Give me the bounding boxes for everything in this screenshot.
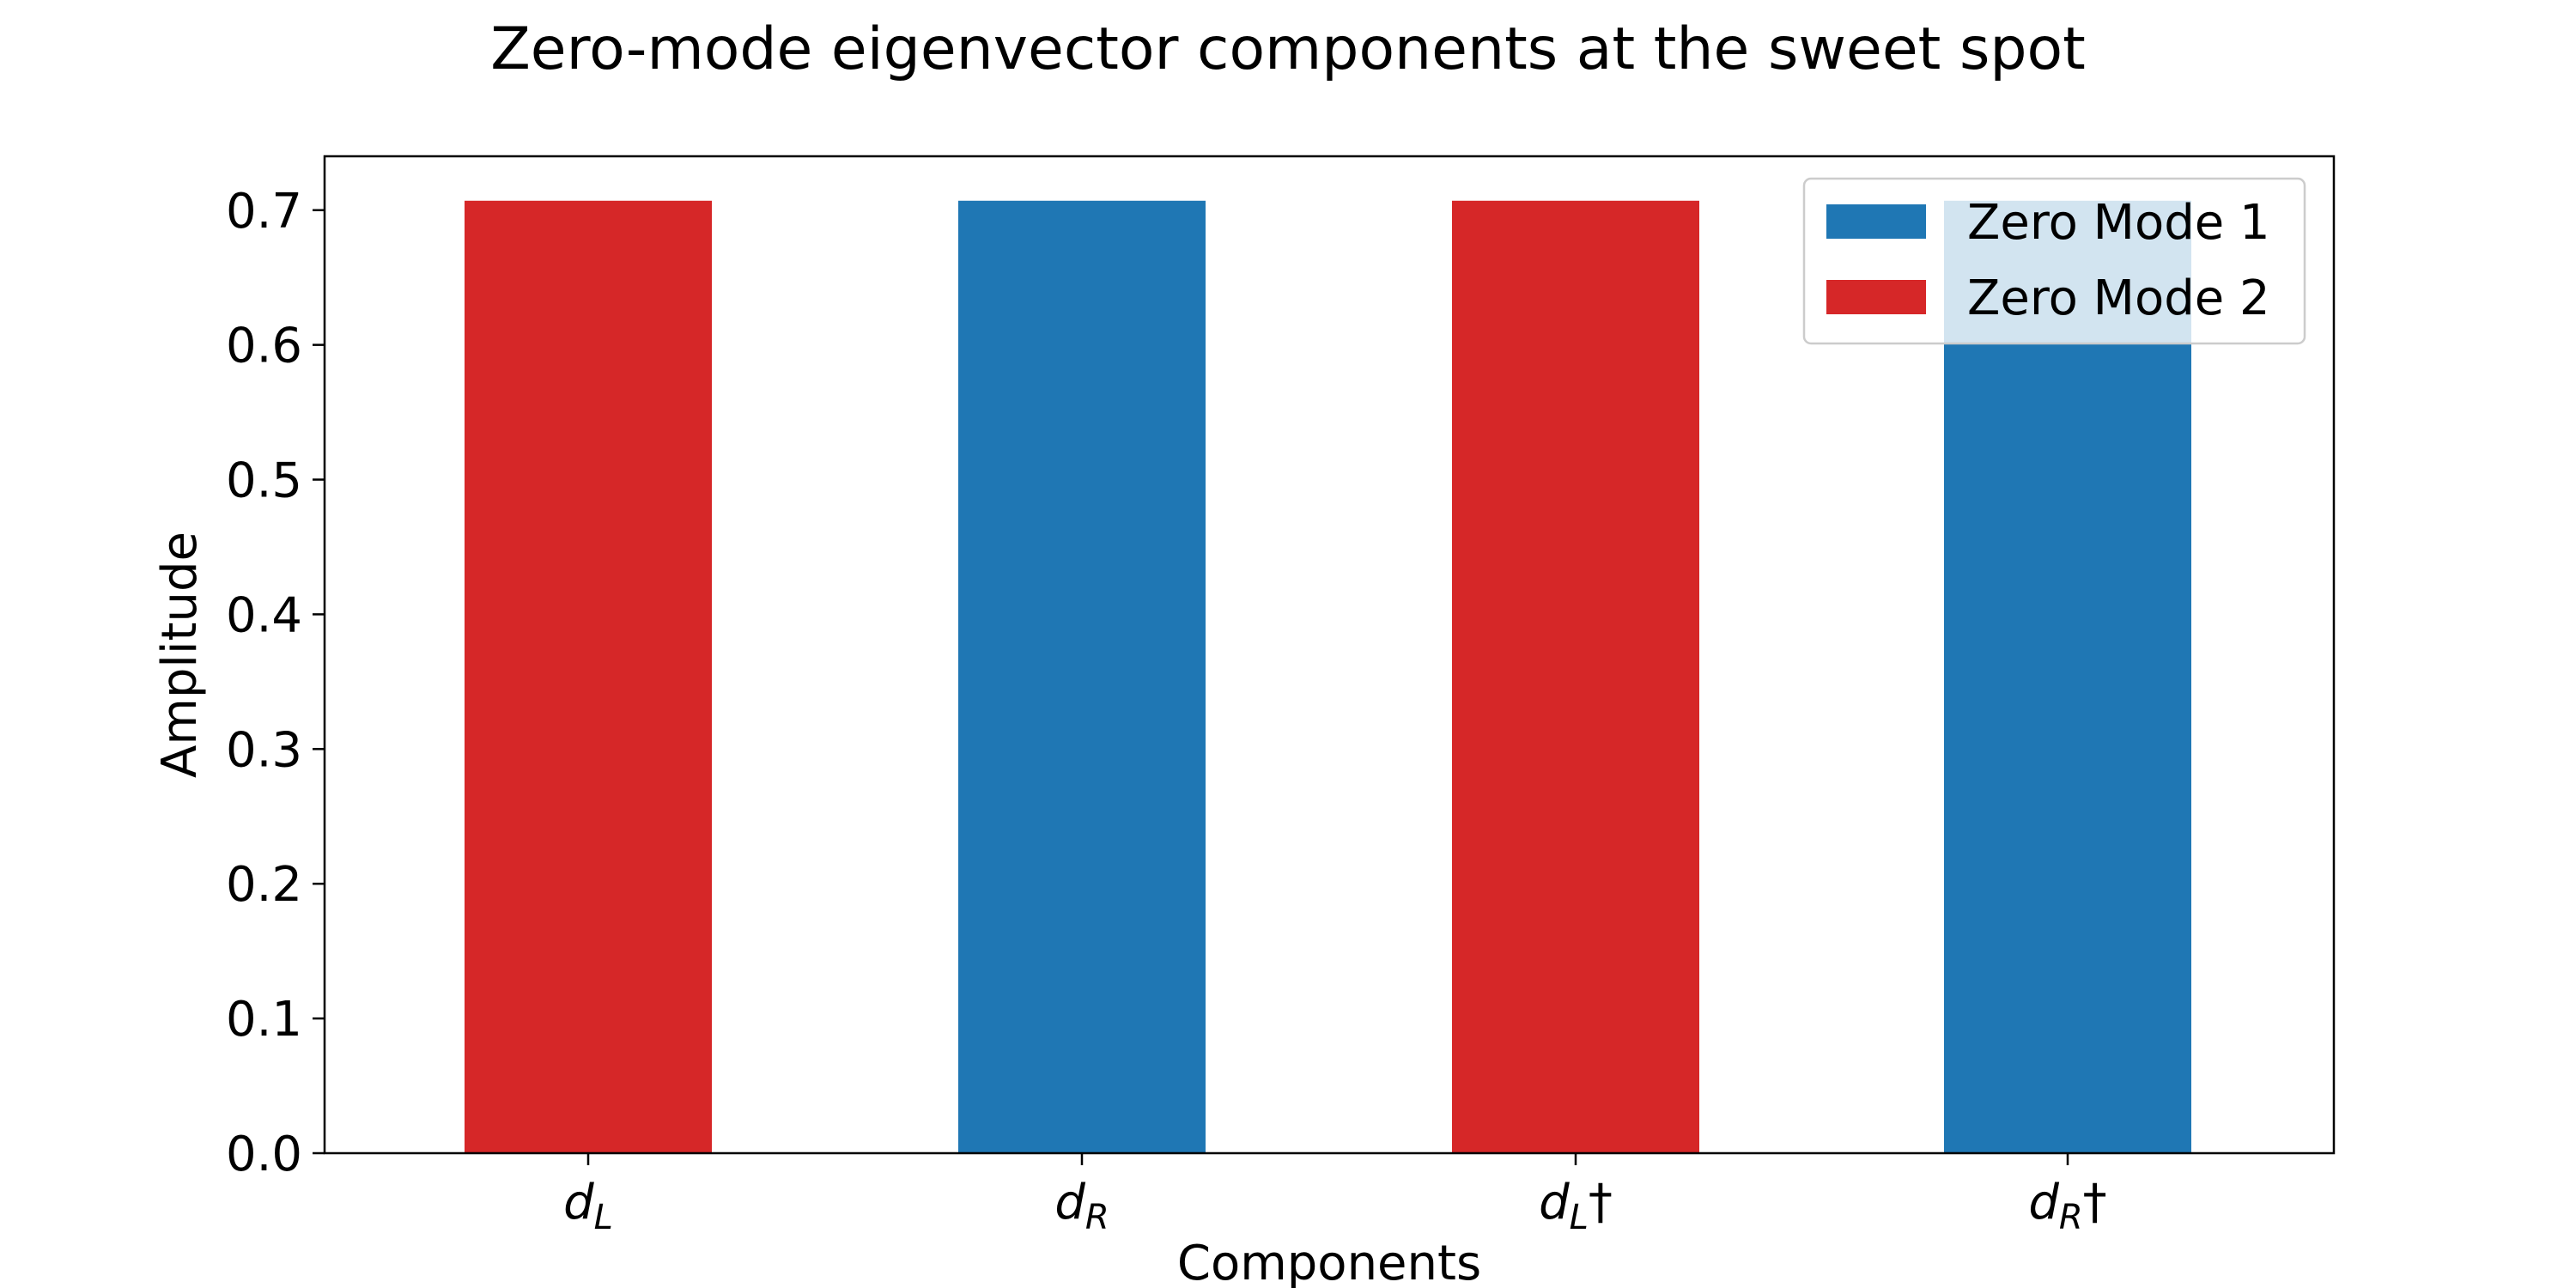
y-tick-label: 0.7 — [226, 184, 302, 240]
bar-zero-mode-1-3 — [1944, 200, 2191, 1154]
bars — [465, 200, 2191, 1154]
x-tick-label: dR† — [2028, 1175, 2106, 1237]
bar-zero-mode-2-2 — [1452, 200, 1699, 1154]
plot-frame — [323, 155, 2336, 1155]
x-axis: dL dR dL† dR† — [563, 1153, 2107, 1237]
legend-swatch — [1826, 280, 1926, 314]
legend-swatch — [1826, 204, 1926, 239]
y-tick-label: 0.4 — [226, 587, 302, 643]
x-tick-label: dL — [563, 1175, 613, 1237]
y-axis: 0.0 0.1 0.2 0.3 0.4 0.5 0.6 0.7 — [226, 184, 325, 1182]
legend-box — [1802, 177, 2306, 345]
x-tick-label: dL† — [1539, 1175, 1613, 1237]
x-axis-label: Components — [1177, 1236, 1481, 1288]
y-tick-label: 0.0 — [226, 1127, 302, 1182]
plot-area: 0.0 0.1 0.2 0.3 0.4 0.5 0.6 0.7 dL dR dL† dR† — [226, 155, 2336, 1237]
x-tick-label: dR — [1054, 1175, 1109, 1237]
legend-label: Zero Mode 1 — [1967, 195, 2270, 251]
y-tick-label: 0.2 — [226, 857, 302, 913]
chart-title: Zero-mode eigenvector components at the … — [490, 15, 2086, 83]
y-tick-label: 0.3 — [226, 722, 302, 778]
y-axis-label: Amplitude — [152, 532, 208, 778]
legend-label: Zero Mode 2 — [1967, 270, 2270, 326]
legend: Zero Mode 1 Zero Mode 2 — [1802, 177, 2306, 345]
y-tick-label: 0.6 — [226, 319, 302, 374]
y-tick-label: 0.5 — [226, 453, 302, 509]
y-tick-label: 0.1 — [226, 992, 302, 1048]
bar-zero-mode-1-1 — [958, 200, 1206, 1154]
bar-zero-mode-2-0 — [465, 200, 712, 1154]
